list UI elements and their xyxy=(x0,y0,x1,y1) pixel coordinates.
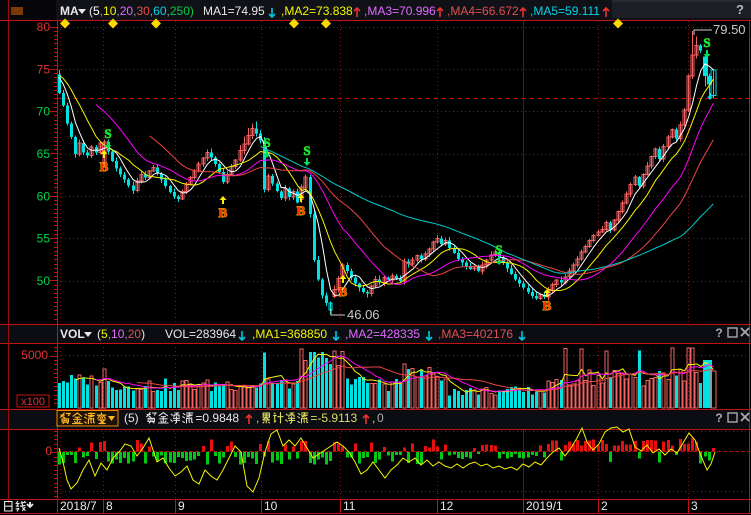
svg-text:50: 50 xyxy=(37,274,51,288)
svg-text:?: ? xyxy=(715,411,722,425)
svg-text:2019/1: 2019/1 xyxy=(526,499,563,513)
svg-text:S: S xyxy=(263,135,270,150)
svg-text:=-5.9113: =-5.9113 xyxy=(310,411,357,425)
svg-text:S: S xyxy=(703,35,710,50)
svg-text:(5,10,20): (5,10,20) xyxy=(97,327,145,341)
svg-text:,MA5=59.111: ,MA5=59.111 xyxy=(530,4,600,18)
svg-text:VOL=283964: VOL=283964 xyxy=(165,327,236,341)
svg-text:,MA2=73.838: ,MA2=73.838 xyxy=(281,4,353,18)
svg-text:?: ? xyxy=(715,326,722,340)
svg-text:8: 8 xyxy=(106,499,113,513)
svg-text:S: S xyxy=(104,126,111,141)
svg-text:B: B xyxy=(219,205,228,220)
svg-text:S: S xyxy=(495,242,502,257)
svg-text:60: 60 xyxy=(37,189,51,203)
svg-text:x100: x100 xyxy=(21,396,45,408)
svg-text:,: , xyxy=(256,411,259,425)
svg-text:75: 75 xyxy=(37,62,51,76)
svg-text:80: 80 xyxy=(37,20,51,34)
svg-text:=0.9848: =0.9848 xyxy=(195,411,239,425)
svg-text:5000: 5000 xyxy=(21,348,48,362)
svg-text:VOL: VOL xyxy=(60,327,85,341)
svg-text:9: 9 xyxy=(178,499,185,513)
svg-text:(5): (5) xyxy=(124,411,139,425)
svg-text:0: 0 xyxy=(45,444,52,458)
svg-text:55: 55 xyxy=(37,232,51,246)
svg-text:S: S xyxy=(303,143,310,158)
svg-text:B: B xyxy=(100,159,109,174)
svg-text:11: 11 xyxy=(343,499,356,513)
svg-text:,MA2=428335: ,MA2=428335 xyxy=(345,327,420,341)
svg-text:79.50: 79.50 xyxy=(713,22,746,37)
svg-text:MA: MA xyxy=(60,4,79,18)
svg-text:,MA1=368850: ,MA1=368850 xyxy=(252,327,327,341)
svg-text:0: 0 xyxy=(377,411,384,425)
svg-text:2: 2 xyxy=(601,499,608,513)
svg-text:46.06: 46.06 xyxy=(347,307,380,322)
svg-text:B: B xyxy=(339,284,348,299)
svg-text:70: 70 xyxy=(37,105,51,119)
svg-text:3: 3 xyxy=(691,499,698,513)
svg-text:65: 65 xyxy=(37,147,51,161)
svg-text:,MA3=402176: ,MA3=402176 xyxy=(438,327,513,341)
svg-text:12: 12 xyxy=(440,499,454,513)
svg-text:B: B xyxy=(297,203,306,218)
svg-text:(5,10,20,30,60,250): (5,10,20,30,60,250) xyxy=(89,4,194,18)
svg-text:,MA4=66.672: ,MA4=66.672 xyxy=(447,4,519,18)
svg-text:B: B xyxy=(543,298,552,313)
svg-text:?: ? xyxy=(736,2,744,17)
svg-text:2018/7: 2018/7 xyxy=(60,499,97,513)
svg-text:,: , xyxy=(372,411,375,425)
svg-text:10: 10 xyxy=(264,499,278,513)
svg-text:,MA3=70.996: ,MA3=70.996 xyxy=(364,4,436,18)
svg-text:MA1=74.95: MA1=74.95 xyxy=(203,4,265,18)
